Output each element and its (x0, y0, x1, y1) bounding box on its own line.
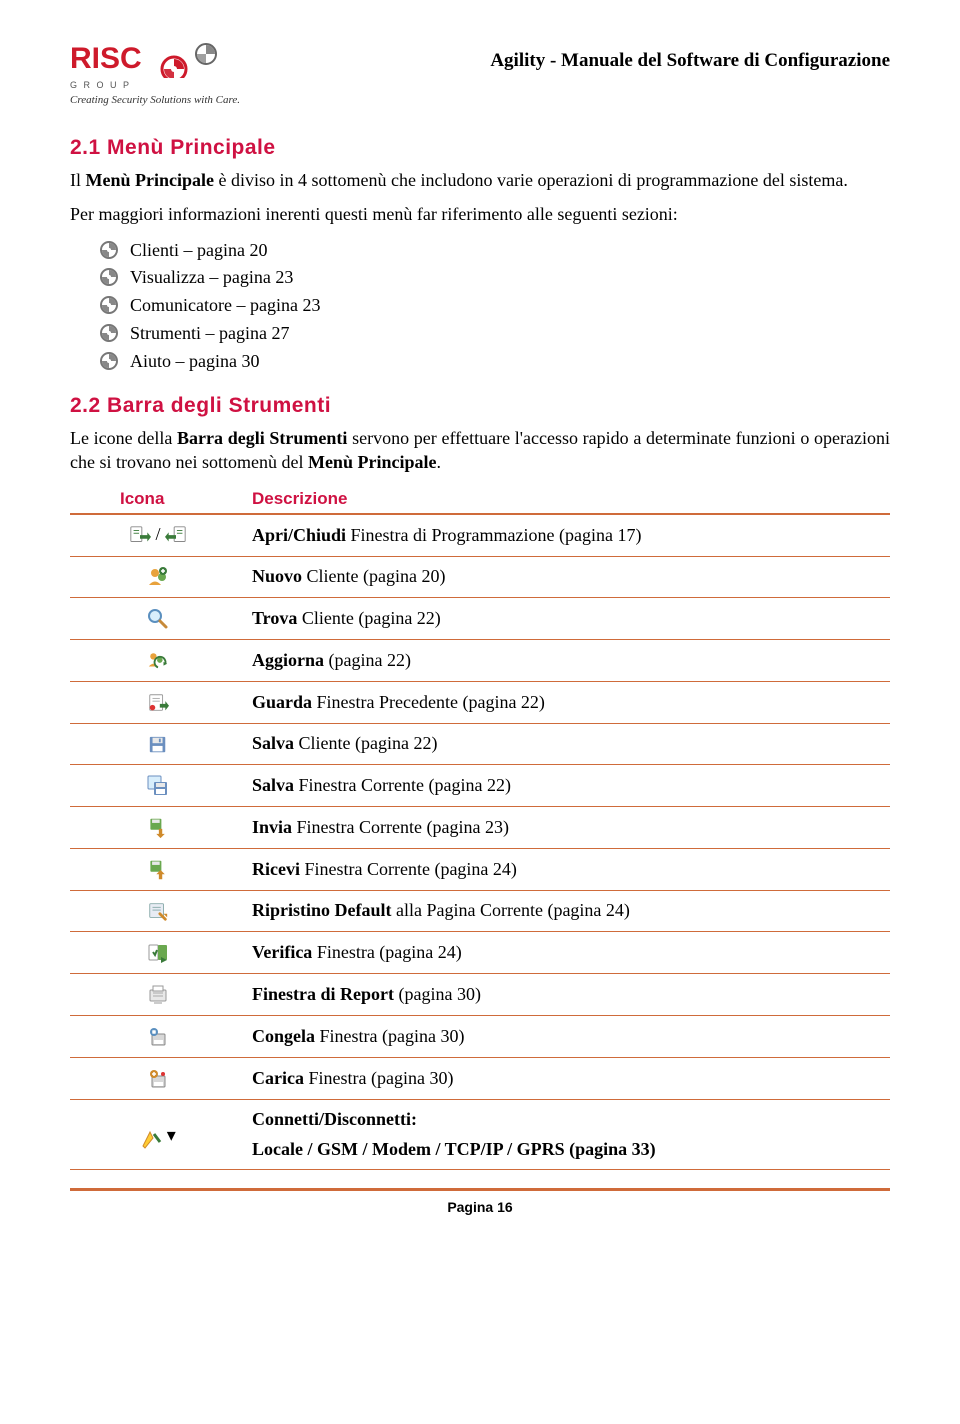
row-icon-cell (70, 974, 246, 1016)
row-desc-cell: Apri/Chiudi Finestra di Programmazione (… (246, 514, 890, 556)
row-desc-cell: Ripristino Default alla Pagina Corrente … (246, 890, 890, 932)
list-item: Comunicatore – pagina 23 (70, 292, 890, 320)
row-desc-cell: Aggiorna (pagina 22) (246, 640, 890, 682)
save-icon (148, 735, 168, 755)
row-desc-cell: Finestra di Report (pagina 30) (246, 974, 890, 1016)
list-item: Visualizza – pagina 23 (70, 264, 890, 292)
row-icon-cell (70, 932, 246, 974)
restore-icon (147, 900, 169, 922)
row-desc-cell: Congela Finestra (pagina 30) (246, 1016, 890, 1058)
table-header-desc: Descrizione (246, 485, 890, 514)
table-row: Salva Finestra Corrente (pagina 22) (70, 764, 890, 806)
row-desc-cell: Nuovo Cliente (pagina 20) (246, 556, 890, 598)
document-title: Agility - Manuale del Software di Config… (490, 50, 890, 72)
receive-icon (147, 859, 169, 881)
table-row: Congela Finestra (pagina 30) (70, 1016, 890, 1058)
prev-window-icon (147, 692, 169, 714)
table-row: Salva Cliente (pagina 22) (70, 724, 890, 765)
row-desc-cell: Trova Cliente (pagina 22) (246, 598, 890, 640)
list-item: Strumenti – pagina 27 (70, 320, 890, 348)
row-icon-cell (70, 556, 246, 598)
save-current-icon (147, 775, 169, 797)
row-desc-cell: Ricevi Finestra Corrente (pagina 24) (246, 848, 890, 890)
row-icon-cell (70, 682, 246, 724)
load-icon (147, 1068, 169, 1090)
row-icon-cell (70, 640, 246, 682)
page-number: Pagina 16 (70, 1199, 890, 1215)
row-icon-cell (70, 1058, 246, 1100)
row-desc-cell: Guarda Finestra Precedente (pagina 22) (246, 682, 890, 724)
section-1-bullets: Clienti – pagina 20Visualizza – pagina 2… (70, 237, 890, 376)
swirl-bullet-icon (100, 324, 118, 342)
list-item: Clienti – pagina 20 (70, 237, 890, 265)
row-icon-cell (70, 1016, 246, 1058)
row-desc-cell: Carica Finestra (pagina 30) (246, 1058, 890, 1100)
table-row: Ripristino Default alla Pagina Corrente … (70, 890, 890, 932)
report-icon (147, 984, 169, 1006)
logo-subtext: G R O U P (70, 80, 270, 90)
new-client-icon (147, 566, 169, 588)
logo-tagline: Creating Security Solutions with Care. (70, 94, 270, 106)
list-item: Aiuto – pagina 30 (70, 348, 890, 376)
verify-icon (147, 942, 169, 964)
row-icon-cell (70, 764, 246, 806)
doc-open-icon (129, 525, 151, 547)
row-desc-cell: Verifica Finestra (pagina 24) (246, 932, 890, 974)
row-icon-cell (70, 890, 246, 932)
row-desc-cell: Invia Finestra Corrente (pagina 23) (246, 806, 890, 848)
table-row: Guarda Finestra Precedente (pagina 22) (70, 682, 890, 724)
swirl-bullet-icon (100, 352, 118, 370)
swirl-bullet-icon (100, 268, 118, 286)
row-desc-cell: Salva Finestra Corrente (pagina 22) (246, 764, 890, 806)
freeze-icon (147, 1026, 169, 1048)
row-desc-cell: Connetti/Disconnetti: (246, 1099, 890, 1130)
toolbar-table: Icona Descrizione / Apri/Chiudi Finestra… (70, 485, 890, 1170)
table-row: Finestra di Report (pagina 30) (70, 974, 890, 1016)
row-icon-cell (70, 598, 246, 640)
row-desc-cell: Salva Cliente (pagina 22) (246, 724, 890, 765)
search-icon (147, 608, 169, 630)
table-row: Verifica Finestra (pagina 24) (70, 932, 890, 974)
svg-text:RISC: RISC (70, 42, 142, 75)
footer-rule (70, 1188, 890, 1191)
table-row: Aggiorna (pagina 22) (70, 640, 890, 682)
section-1-para-1: Il Menù Principale è diviso in 4 sottome… (70, 168, 890, 192)
table-row: Ricevi Finestra Corrente (pagina 24) (70, 848, 890, 890)
row-icon-cell: / (70, 514, 246, 556)
risco-logo-icon: RISC (70, 40, 240, 78)
logo-block: RISC G R O U P Creating Security Solutio… (70, 40, 270, 106)
section-1-para-2: Per maggiori informazioni inerenti quest… (70, 202, 890, 226)
page-header: RISC G R O U P Creating Security Solutio… (70, 40, 890, 106)
send-icon (147, 817, 169, 839)
table-row: / Apri/Chiudi Finestra di Programmazione… (70, 514, 890, 556)
refresh-icon (147, 650, 169, 672)
section-2-para: Le icone della Barra degli Strumenti ser… (70, 426, 890, 475)
table-header-icon: Icona (70, 485, 246, 514)
row-desc-cell: Locale / GSM / Modem / TCP/IP / GPRS (pa… (246, 1130, 890, 1170)
row-icon-cell (70, 848, 246, 890)
section-2-heading: 2.2 Barra degli Strumenti (70, 394, 890, 418)
swirl-bullet-icon (100, 241, 118, 259)
table-row: Trova Cliente (pagina 22) (70, 598, 890, 640)
table-row: Nuovo Cliente (pagina 20) (70, 556, 890, 598)
table-row: Carica Finestra (pagina 30) (70, 1058, 890, 1100)
row-icon-cell (70, 806, 246, 848)
swirl-bullet-icon (100, 296, 118, 314)
connect-icon (140, 1128, 162, 1150)
row-icon-cell: ▾ (70, 1099, 246, 1169)
row-icon-cell (70, 724, 246, 765)
table-row: Invia Finestra Corrente (pagina 23) (70, 806, 890, 848)
doc-close-icon (165, 525, 187, 547)
section-1-heading: 2.1 Menù Principale (70, 136, 890, 160)
table-row: ▾Connetti/Disconnetti: (70, 1099, 890, 1130)
